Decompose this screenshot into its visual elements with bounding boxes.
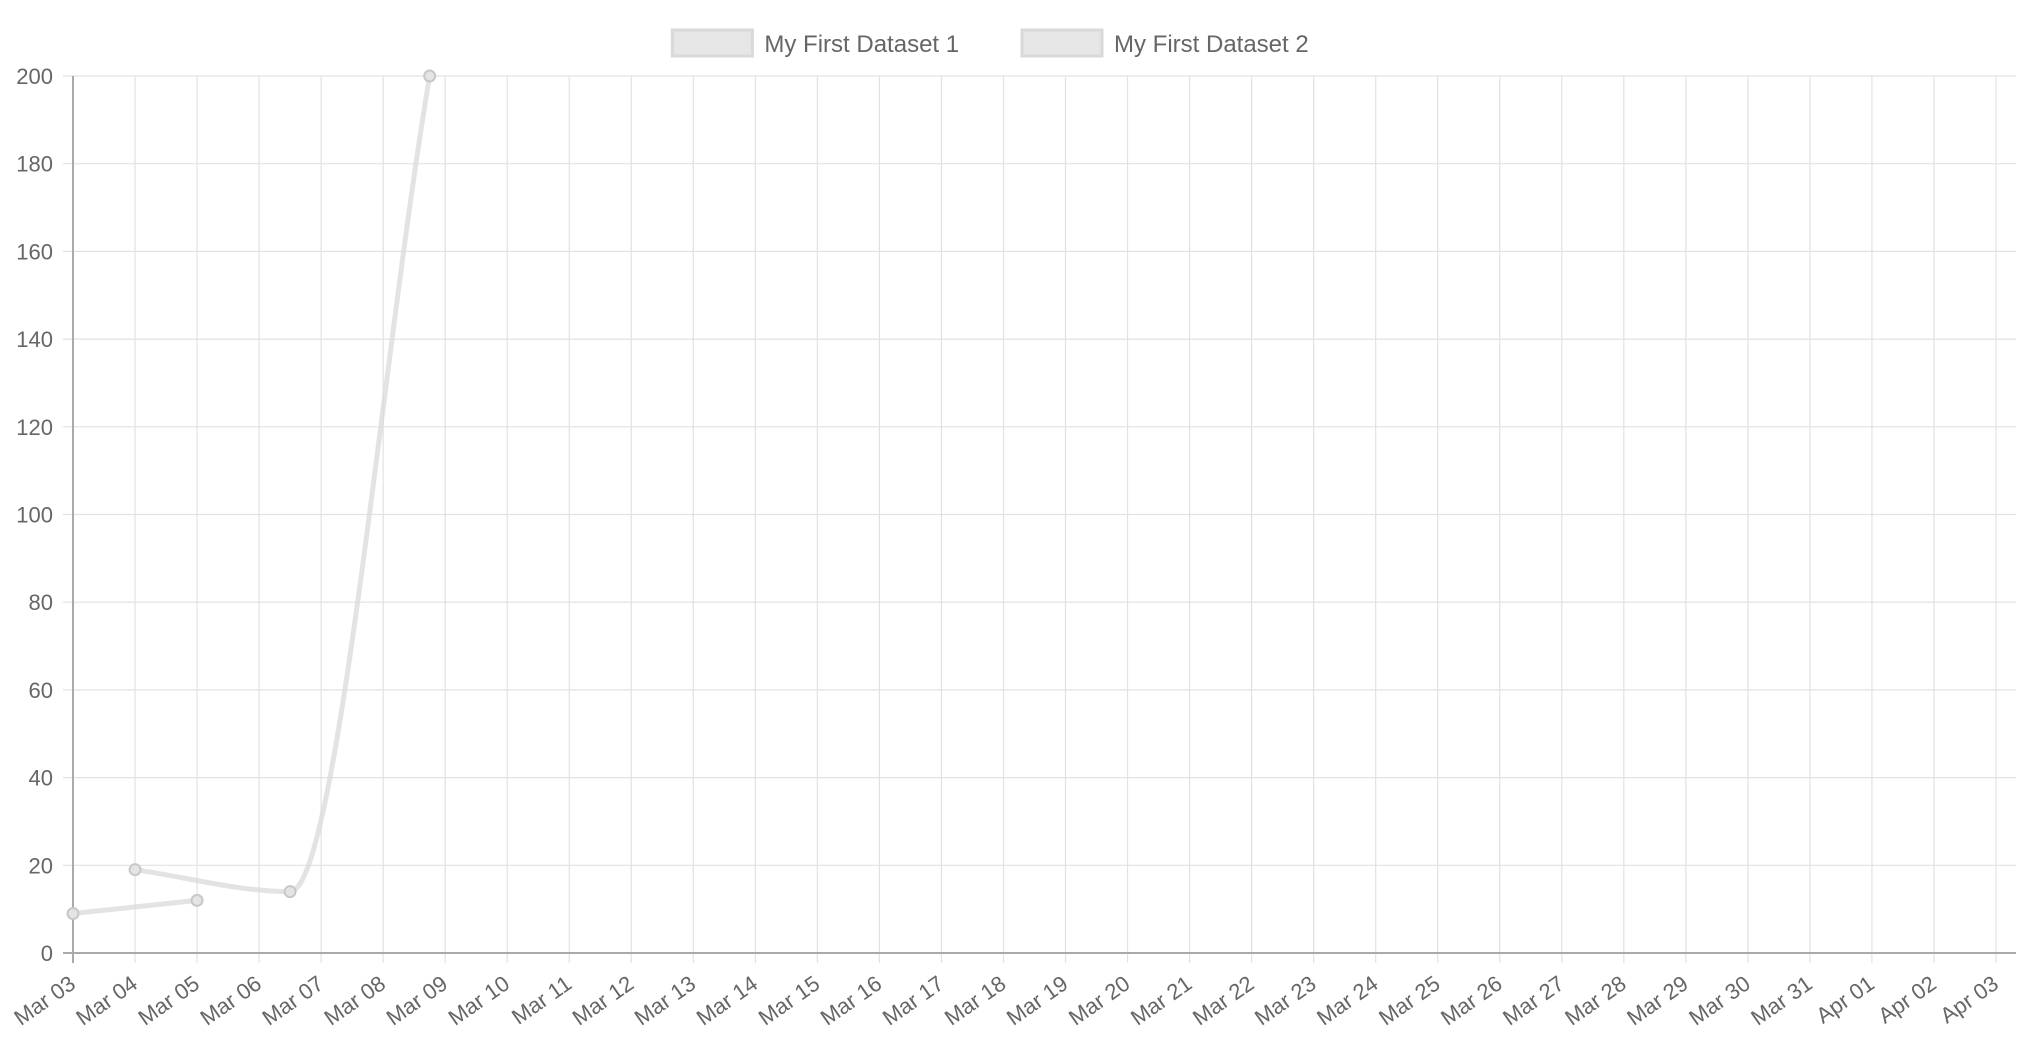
- x-tick-label: Mar 29: [1622, 971, 1692, 1031]
- x-tick-label: Mar 06: [196, 971, 266, 1031]
- y-tick-label: 160: [16, 239, 53, 264]
- x-tick-label: Mar 08: [320, 971, 390, 1031]
- x-tick-label: Mar 31: [1746, 971, 1816, 1031]
- data-point: [66, 907, 80, 921]
- x-tick-label: Mar 15: [754, 971, 824, 1031]
- legend-swatch: [670, 28, 754, 58]
- y-tick-label: 120: [16, 415, 53, 440]
- y-tick-label: 60: [29, 678, 53, 703]
- legend-item[interactable]: My First Dataset 2: [1020, 28, 1309, 58]
- x-tick-label: Apr 01: [1811, 971, 1878, 1029]
- x-tick-label: Mar 04: [71, 971, 141, 1031]
- x-tick-label: Mar 13: [630, 971, 700, 1031]
- x-tick-label: Mar 27: [1498, 971, 1568, 1031]
- x-tick-label: Mar 05: [133, 971, 203, 1031]
- x-tick-label: Mar 23: [1250, 971, 1320, 1031]
- legend-swatch: [1020, 28, 1104, 58]
- x-tick-label: Apr 03: [1935, 971, 2002, 1029]
- data-point: [128, 863, 142, 877]
- x-tick-label: Mar 11: [507, 971, 576, 1030]
- legend: My First Dataset 1 My First Dataset 2: [670, 28, 1309, 58]
- x-tick-label: Mar 19: [1002, 971, 1072, 1031]
- x-tick-label: Mar 28: [1560, 971, 1630, 1031]
- series-line: [132, 73, 433, 895]
- x-tick-label: Mar 22: [1188, 971, 1258, 1031]
- x-tick-label: Mar 25: [1374, 971, 1444, 1031]
- y-tick-label: 140: [16, 327, 53, 352]
- x-tick-label: Mar 21: [1126, 971, 1196, 1031]
- x-tick-label: Mar 24: [1312, 971, 1382, 1031]
- x-tick-label: Mar 12: [568, 971, 638, 1031]
- data-point: [283, 885, 297, 899]
- legend-label: My First Dataset 1: [764, 31, 959, 58]
- x-tick-label: Mar 16: [816, 971, 886, 1031]
- y-tick-label: 20: [29, 853, 53, 878]
- data-point: [190, 893, 204, 907]
- y-tick-label: 40: [29, 766, 53, 791]
- y-tick-label: 80: [29, 590, 53, 615]
- x-tick-label: Mar 30: [1684, 971, 1754, 1031]
- legend-item[interactable]: My First Dataset 1: [670, 28, 959, 58]
- x-tick-label: Mar 18: [940, 971, 1010, 1031]
- x-tick-label: Mar 20: [1064, 971, 1134, 1031]
- x-tick-label: Mar 26: [1436, 971, 1506, 1031]
- grid-lines: [63, 75, 2016, 963]
- x-tick-label: Mar 17: [878, 971, 948, 1031]
- x-tick-label: Mar 03: [9, 971, 79, 1031]
- data-point: [423, 69, 437, 83]
- series-1: [66, 893, 204, 921]
- series-2: [128, 69, 437, 899]
- x-tick-label: Mar 07: [258, 971, 328, 1031]
- legend-label: My First Dataset 2: [1114, 31, 1309, 58]
- series-line: [70, 897, 200, 917]
- x-tick-label: Mar 10: [444, 971, 514, 1031]
- y-tick-label: 0: [41, 941, 53, 966]
- x-tick-label: Apr 02: [1873, 971, 1940, 1029]
- x-tick-label: Mar 14: [692, 971, 762, 1031]
- y-tick-label: 200: [16, 64, 53, 89]
- y-tick-label: 180: [16, 152, 53, 177]
- y-tick-label: 100: [16, 503, 53, 528]
- x-tick-label: Mar 09: [382, 971, 452, 1031]
